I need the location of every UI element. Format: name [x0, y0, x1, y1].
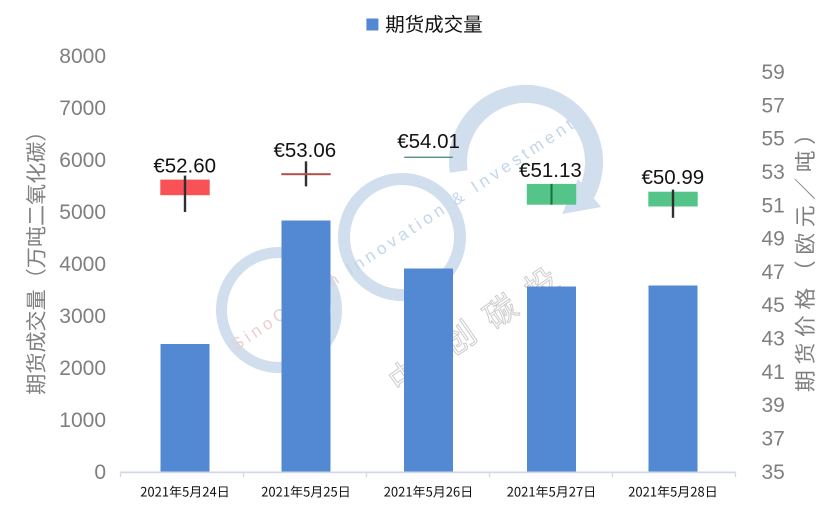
svg-text:4000: 4000 — [59, 253, 106, 276]
svg-text:41: 41 — [762, 361, 785, 384]
svg-text:2000: 2000 — [59, 357, 106, 380]
svg-text:35: 35 — [762, 461, 785, 484]
svg-text:€53.06: €53.06 — [273, 139, 336, 162]
svg-text:55: 55 — [762, 128, 785, 151]
svg-text:45: 45 — [762, 294, 785, 317]
svg-text:43: 43 — [762, 328, 785, 351]
svg-text:5000: 5000 — [59, 201, 106, 224]
svg-text:7000: 7000 — [59, 97, 106, 120]
svg-text:53: 53 — [762, 161, 785, 184]
svg-text:1000: 1000 — [59, 409, 106, 432]
svg-text:47: 47 — [762, 261, 785, 284]
svg-text:8000: 8000 — [59, 45, 106, 68]
svg-text:37: 37 — [762, 428, 785, 451]
svg-text:€51.13: €51.13 — [519, 159, 582, 182]
svg-text:51: 51 — [762, 194, 785, 217]
svg-text:6000: 6000 — [59, 149, 106, 172]
svg-text:3000: 3000 — [59, 305, 106, 328]
svg-text:59: 59 — [762, 61, 785, 84]
svg-text:49: 49 — [762, 228, 785, 251]
svg-text:€52.60: €52.60 — [153, 154, 216, 177]
svg-text:0: 0 — [94, 461, 106, 484]
svg-text:57: 57 — [762, 94, 785, 117]
svg-text:39: 39 — [762, 394, 785, 417]
svg-text:€54.01: €54.01 — [397, 130, 460, 153]
svg-text:€50.99: €50.99 — [641, 166, 704, 189]
